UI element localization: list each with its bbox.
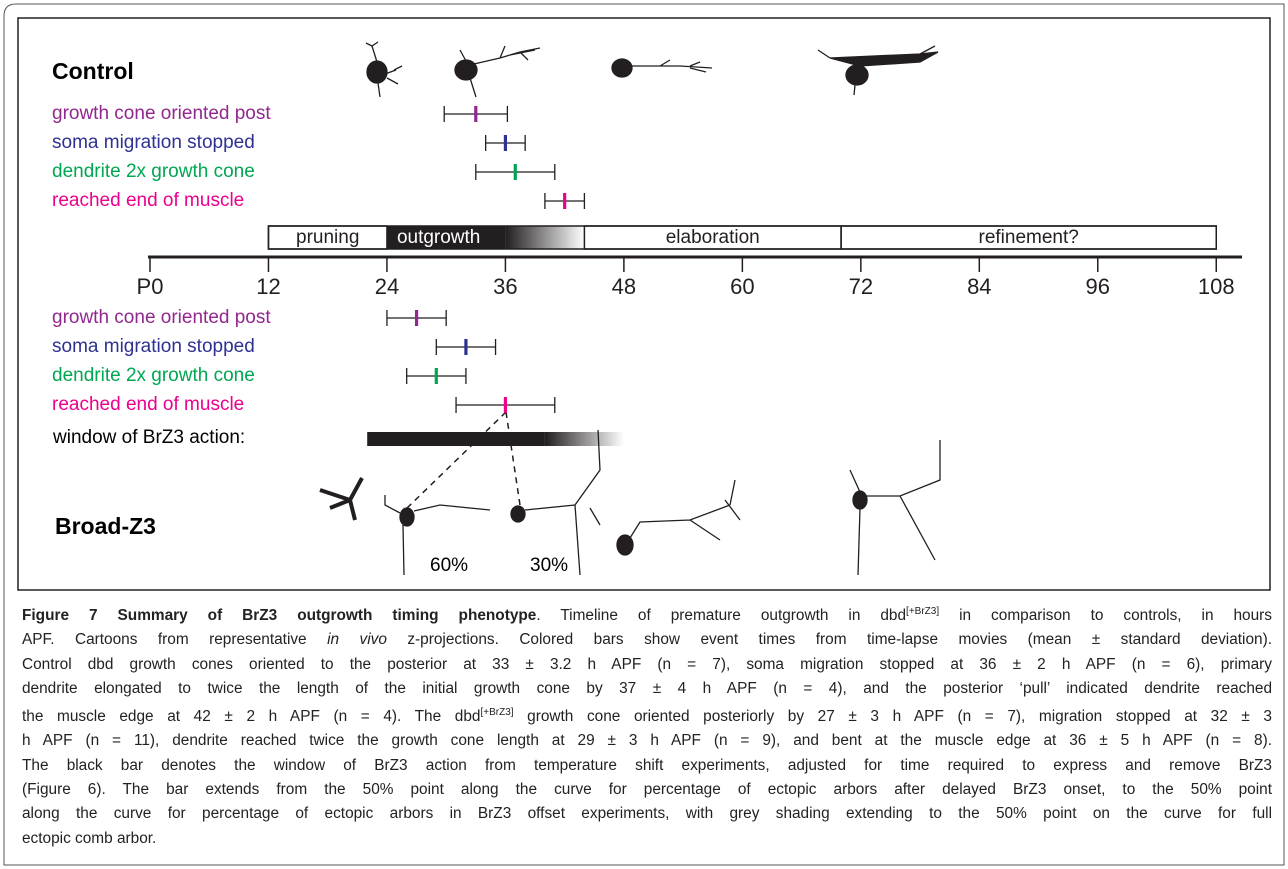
- page: Control Broad-Z3 window of BrZ3 action: …: [0, 0, 1288, 869]
- caption-line: h APF (n = 11), dendrite reached twice t…: [22, 729, 1272, 753]
- x-tick-label: 72: [849, 274, 873, 299]
- caption-text: z-projections. Colored bars show event t…: [387, 631, 1272, 648]
- event-label: soma migration stopped: [52, 132, 255, 153]
- caption: Figure 7 Summary of BrZ3 outgrowth timin…: [22, 600, 1272, 851]
- annotation: 30%: [530, 555, 568, 576]
- mean-mark: [563, 193, 566, 209]
- x-tick-label: 96: [1086, 274, 1110, 299]
- caption-text: ectopic comb arbor.: [22, 830, 156, 847]
- caption-text: growth cone oriented posteriorly by 27 ±…: [514, 708, 1272, 725]
- caption-text: (Figure 6). The bar extends from the 50%…: [22, 781, 1272, 798]
- window-bar: [367, 432, 545, 446]
- mean-mark: [464, 339, 467, 355]
- x-tick-label: 60: [730, 274, 754, 299]
- connector-lines: [405, 412, 520, 510]
- annotation: 60%: [430, 555, 468, 576]
- event-label: dendrite 2x growth cone: [52, 365, 255, 386]
- caption-line: APF. Cartoons from representative in viv…: [22, 628, 1272, 652]
- caption-text: . Timeline of premature outgrowth in dbd: [536, 607, 906, 624]
- caption-line: The black bar denotes the window of BrZ3…: [22, 754, 1272, 778]
- phase-label: pruning: [296, 227, 359, 248]
- caption-text: along the curve for percentage of ectopi…: [22, 805, 1272, 822]
- event-label: growth cone oriented post: [52, 103, 271, 124]
- window-label: window of BrZ3 action:: [52, 427, 245, 448]
- mean-mark: [504, 135, 507, 151]
- caption-line: Figure 7 Summary of BrZ3 outgrowth timin…: [22, 600, 1272, 628]
- group-title: Broad-Z3: [55, 513, 156, 539]
- mean-mark: [474, 106, 477, 122]
- group-title: Control: [52, 58, 134, 84]
- caption-line: (Figure 6). The bar extends from the 50%…: [22, 778, 1272, 802]
- mean-mark: [435, 368, 438, 384]
- caption-text: APF. Cartoons from representative: [22, 631, 327, 648]
- caption-text: [+BrZ3]: [906, 606, 939, 617]
- x-tick-label: 24: [375, 274, 399, 299]
- x-tick-label: 84: [967, 274, 991, 299]
- phase-fade: [505, 226, 584, 249]
- caption-line: Control dbd growth cones oriented to the…: [22, 653, 1272, 677]
- x-tick-label: 36: [493, 274, 517, 299]
- caption-text: the muscle edge at 42 ± 2 h APF (n = 4).…: [22, 708, 480, 725]
- caption-text: h APF (n = 11), dendrite reached twice t…: [22, 732, 1272, 749]
- caption-text: in comparison to controls, in hours: [939, 607, 1272, 624]
- x-tick-label: 48: [612, 274, 636, 299]
- caption-text: dendrite elongated to twice the length o…: [22, 680, 1272, 697]
- caption-line: ectopic comb arbor.: [22, 827, 1272, 851]
- x-tick-label: 12: [256, 274, 280, 299]
- mean-mark: [514, 164, 517, 180]
- phase-label: outgrowth: [397, 227, 480, 248]
- caption-line: along the curve for percentage of ectopi…: [22, 802, 1272, 826]
- mean-mark: [504, 397, 507, 413]
- event-label: soma migration stopped: [52, 336, 255, 357]
- mean-mark: [415, 310, 418, 326]
- caption-text: Figure 7 Summary of BrZ3 outgrowth timin…: [22, 607, 536, 624]
- caption-line: dendrite elongated to twice the length o…: [22, 677, 1272, 701]
- x-tick-label: P0: [137, 274, 164, 299]
- caption-text: The black bar denotes the window of BrZ3…: [22, 757, 1272, 774]
- window-fade: [545, 432, 624, 446]
- event-label: dendrite 2x growth cone: [52, 161, 255, 182]
- event-label: reached end of muscle: [52, 394, 244, 415]
- x-tick-label: 108: [1198, 274, 1235, 299]
- event-label: reached end of muscle: [52, 190, 244, 211]
- caption-text: Control dbd growth cones oriented to the…: [22, 656, 1272, 673]
- event-label: growth cone oriented post: [52, 307, 271, 328]
- phase-label: refinement?: [979, 227, 1079, 248]
- caption-text: in vivo: [327, 631, 387, 648]
- caption-line: the muscle edge at 42 ± 2 h APF (n = 4).…: [22, 701, 1272, 729]
- caption-text: [+BrZ3]: [480, 707, 513, 718]
- phase-label: elaboration: [666, 227, 760, 248]
- neuron-cartoons: [320, 42, 940, 575]
